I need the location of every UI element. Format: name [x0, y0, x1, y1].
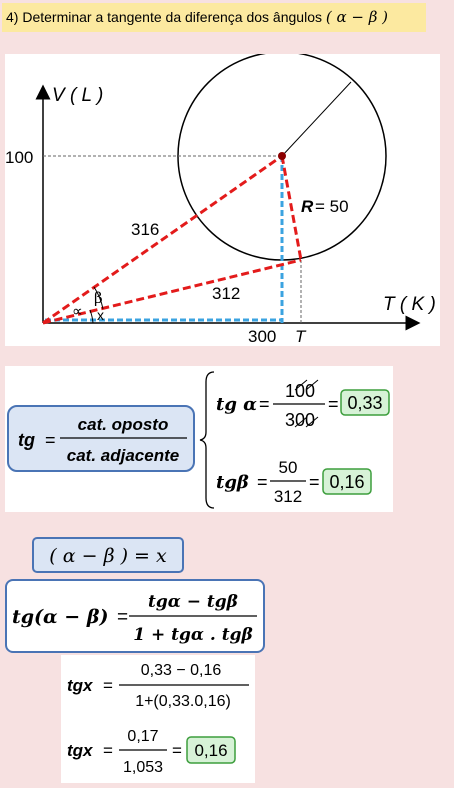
x-tick-t: T	[295, 327, 307, 346]
tg-alpha-eq: =	[259, 394, 270, 414]
diagram-svg: V ( L ) T ( K ) 100 300 T 316 312 R = 50…	[5, 54, 436, 346]
identity-denominator: 1 + tgα . tgβ	[133, 625, 253, 645]
cancel-mark	[305, 379, 319, 391]
tg-alpha-result: 0,33	[347, 393, 382, 413]
y-tick-100: 100	[5, 148, 33, 167]
curly-brace	[199, 371, 215, 509]
tg-alpha-result-box	[340, 389, 390, 416]
vector-diagram: V ( L ) T ( K ) 100 300 T 316 312 R = 50…	[5, 54, 440, 346]
page-title: 4) Determinar a tangente da diferença do…	[2, 3, 426, 32]
tg-alpha-numerator: 100	[285, 381, 315, 401]
angle-beta-label: β	[94, 289, 103, 307]
tg-beta-denominator: 312	[274, 487, 302, 506]
calc1-lhs: tgx	[67, 676, 94, 695]
angle-alpha-label: ∝	[72, 303, 83, 320]
tg-def-eq: =	[45, 430, 56, 450]
tg-beta-numerator: 50	[279, 458, 298, 477]
tg-def-denominator: cat. adjacente	[67, 446, 179, 465]
calc2-lhs: tgx	[67, 741, 94, 760]
calc2-eq: =	[103, 741, 113, 760]
cancel-mark	[294, 379, 308, 391]
identity-svg: tg(α − β) = tgα − tgβ 1 + tgα . tgβ	[12, 592, 257, 645]
identity-eq: =	[117, 607, 128, 628]
tg-beta-eq: =	[257, 472, 268, 492]
calc2-result-box	[186, 736, 236, 764]
identity-lhs: tg(α − β)	[12, 606, 108, 628]
radius-line	[281, 81, 352, 157]
angle-beta-arc	[93, 286, 104, 310]
tg-beta-result-box	[322, 468, 372, 495]
tg-beta-result: 0,16	[329, 472, 364, 492]
tangent-length-label: 312	[212, 284, 240, 303]
calc2-numerator: 0,17	[127, 728, 158, 745]
tangent-312	[42, 258, 302, 325]
tg-beta-eq2: =	[309, 472, 320, 492]
title-text: 4) Determinar a tangente da diferença do…	[6, 9, 322, 25]
hypotenuse-316	[42, 154, 283, 325]
tg-alpha-lhs: tg α	[216, 394, 257, 415]
definition-panel: tg = cat. oposto cat. adjacente tg α = 1…	[5, 366, 393, 512]
radius-symbol: R	[301, 197, 314, 216]
center-point	[278, 152, 286, 160]
alpha-minus-beta-text: ( α − β ) = x	[49, 545, 167, 567]
calculation-panel: tgx = 0,33 − 0,16 1+(0,33.0,16) tgx = 0,…	[61, 655, 255, 783]
calc2-eq2: =	[172, 741, 182, 760]
cancel-mark	[294, 416, 308, 428]
cancel-mark	[305, 416, 319, 428]
identity-numerator: tgα − tgβ	[148, 592, 238, 612]
angle-x-label: x	[97, 307, 104, 323]
calc1-denominator: 1+(0,33.0,16)	[135, 693, 231, 710]
calc2-denominator: 1,053	[123, 759, 163, 776]
x-tick-300: 300	[248, 327, 276, 346]
tg-def-lhs: tg	[18, 430, 35, 450]
hyp-length-label: 316	[131, 220, 159, 239]
tg-beta-lhs: tgβ	[216, 472, 249, 493]
tg-alpha-eq2: =	[328, 394, 339, 414]
calc1-numerator: 0,33 − 0,16	[141, 662, 222, 679]
calculation-svg: tgx = 0,33 − 0,16 1+(0,33.0,16) tgx = 0,…	[67, 662, 249, 776]
radius-r50	[280, 155, 303, 261]
alpha-minus-beta-box: ( α − β ) = x	[32, 537, 184, 573]
angle-x-arc	[89, 309, 94, 324]
tg-def-numerator: cat. oposto	[78, 415, 169, 434]
x-axis-label: T ( K )	[383, 294, 436, 315]
tg-alpha-denominator: 300	[285, 410, 315, 430]
definition-svg: tg = cat. oposto cat. adjacente tg α = 1…	[7, 371, 390, 509]
title-math: ( α − β )	[325, 8, 389, 26]
calc2-result: 0,16	[194, 741, 227, 760]
radius-value: = 50	[315, 197, 349, 216]
calc1-eq: =	[103, 676, 113, 695]
y-axis-label: V ( L )	[52, 85, 103, 106]
alpha-minus-beta-svg: ( α − β ) = x	[49, 545, 167, 567]
tangent-difference-identity-box: tg(α − β) = tgα − tgβ 1 + tgα . tgβ	[5, 579, 265, 653]
